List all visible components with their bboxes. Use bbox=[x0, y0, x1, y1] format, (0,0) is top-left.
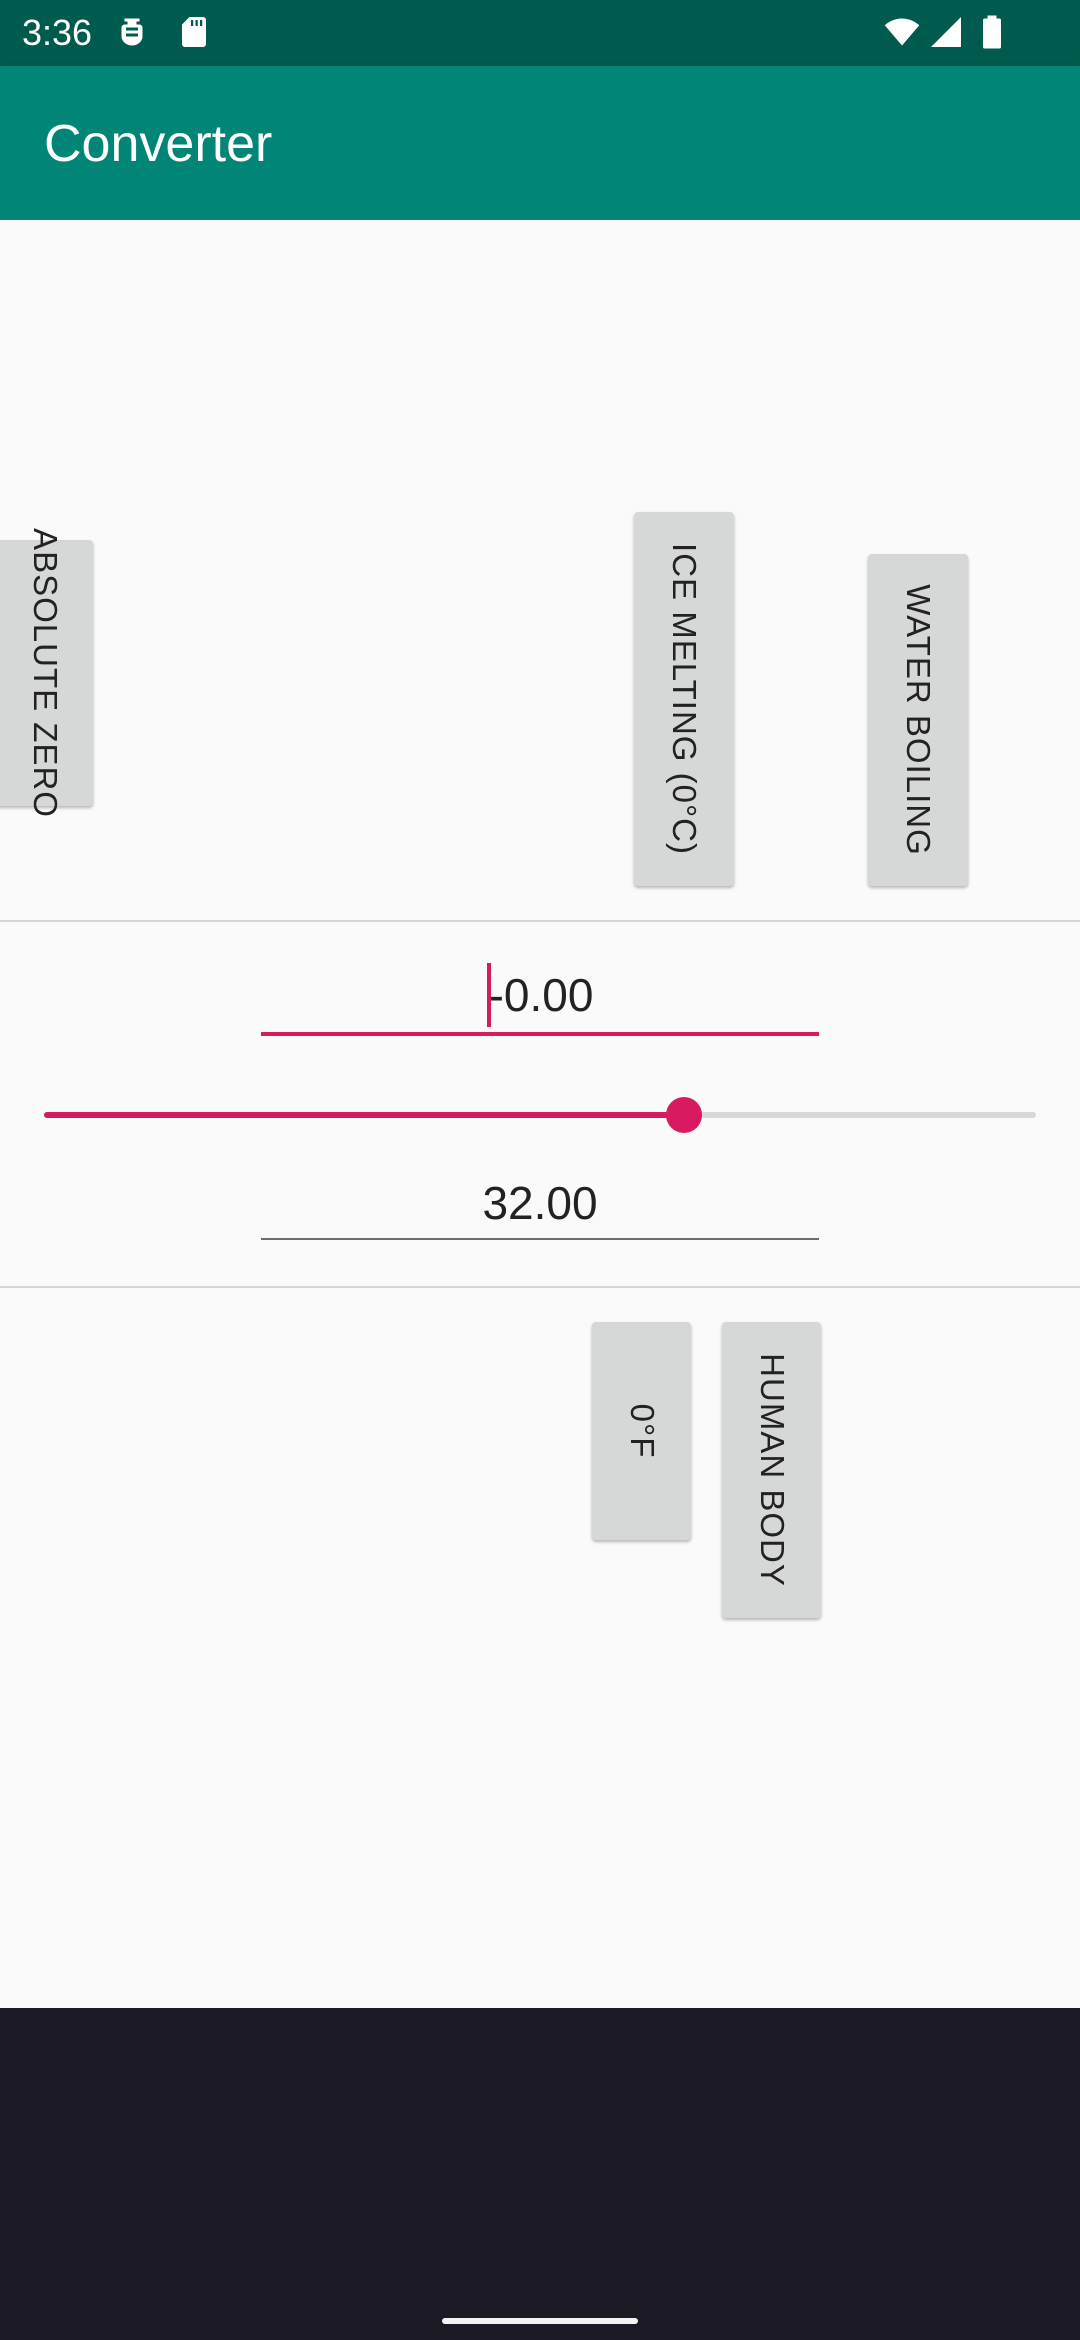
absolute-zero-label: ABSOLUTE ZERO bbox=[26, 528, 64, 818]
absolute-zero-button[interactable]: ABSOLUTE ZERO bbox=[0, 528, 93, 818]
water-boiling-label: WATER BOILING bbox=[900, 584, 937, 856]
app-bar: Converter bbox=[0, 66, 1080, 220]
human-body-label: HUMAN BODY bbox=[753, 1353, 791, 1587]
sd-card-icon bbox=[182, 17, 206, 47]
water-boiling-button[interactable]: WATER BOILING bbox=[868, 554, 968, 886]
bottom-divider bbox=[0, 1286, 1080, 1288]
cellular-signal-icon bbox=[931, 17, 961, 47]
app-title: Converter bbox=[44, 115, 273, 173]
home-gesture-handle[interactable] bbox=[442, 2318, 638, 2324]
converter-content: ABSOLUTE ZERO ICE MELTING (0°C) WATER BO… bbox=[0, 220, 1080, 2008]
wifi-icon bbox=[884, 18, 920, 46]
human-body-button[interactable]: HUMAN BODY bbox=[722, 1322, 821, 1618]
fahrenheit-input[interactable]: 32.00 bbox=[261, 1168, 819, 1238]
navigation-bar bbox=[0, 2008, 1080, 2340]
zero-fahrenheit-button[interactable]: 0°F bbox=[592, 1322, 691, 1540]
status-bar: 3:36 bbox=[0, 0, 1080, 66]
text-cursor bbox=[486, 962, 491, 1027]
fahrenheit-value: 32.00 bbox=[482, 1177, 598, 1229]
zero-fahrenheit-label: 0°F bbox=[623, 1403, 661, 1459]
ice-melting-label: ICE MELTING (0°C) bbox=[666, 543, 703, 855]
celsius-input-underline bbox=[261, 1032, 819, 1036]
debug-icon bbox=[121, 18, 143, 46]
top-divider bbox=[0, 920, 1080, 922]
celsius-input[interactable]: -0.00 bbox=[261, 960, 819, 1030]
slider-track-inactive bbox=[683, 1112, 1036, 1118]
status-time: 3:36 bbox=[22, 12, 93, 53]
slider-track-active bbox=[44, 1112, 684, 1118]
ice-melting-button[interactable]: ICE MELTING (0°C) bbox=[634, 512, 734, 886]
slider-thumb[interactable] bbox=[665, 1097, 702, 1133]
fahrenheit-input-underline bbox=[261, 1238, 819, 1240]
celsius-value: -0.00 bbox=[488, 969, 594, 1021]
battery-icon bbox=[983, 15, 1001, 49]
